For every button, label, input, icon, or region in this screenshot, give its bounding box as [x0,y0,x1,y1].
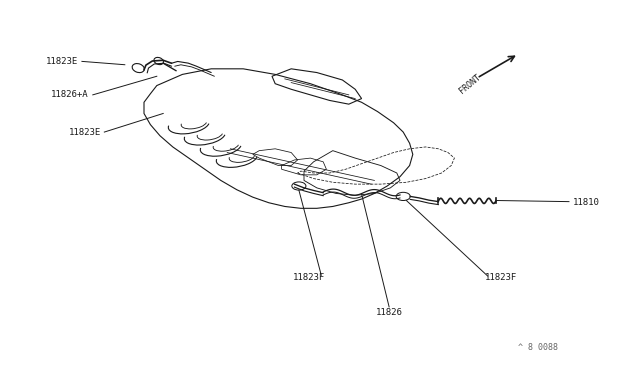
Text: 11826+A: 11826+A [51,90,88,99]
Text: FRONT: FRONT [458,72,483,95]
Text: 11823E: 11823E [69,128,101,137]
Text: 11823F: 11823F [485,273,517,282]
Text: 11826: 11826 [376,308,403,317]
Text: 11810: 11810 [573,198,600,207]
Text: ^ 8 0088: ^ 8 0088 [518,343,557,352]
Text: 11823E: 11823E [46,57,78,66]
Text: 11823F: 11823F [293,273,325,282]
